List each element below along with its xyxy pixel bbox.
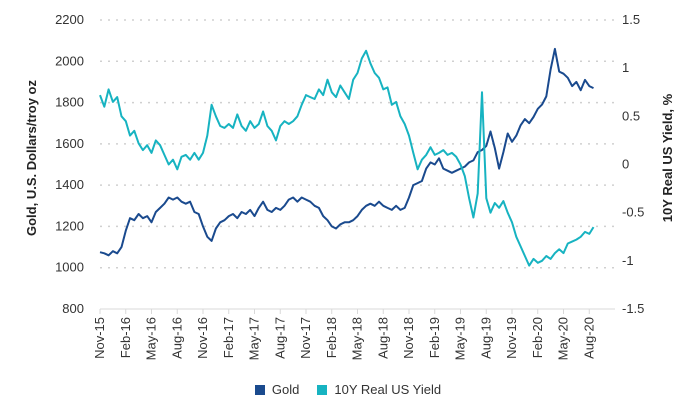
x-tick-label: May-17 [247, 317, 262, 360]
y-left-tick-label: 2000 [55, 53, 84, 68]
y-right-tick-label: 0.5 [622, 108, 640, 123]
y-right-tick-label: 1.5 [622, 12, 640, 27]
yield-series-line [99, 49, 595, 267]
x-tick-label: Aug-19 [478, 317, 493, 359]
x-axis-ticks: Nov-15 Feb-16 May-16 Aug-16 Nov-16 Feb-17 May-… [92, 309, 596, 360]
y-left-tick-label: 1800 [55, 95, 84, 110]
y-left-tick-label: 800 [62, 301, 84, 316]
x-tick-label: Nov-15 [92, 317, 107, 359]
gridlines [100, 19, 615, 269]
y-right-tick-label: -0.5 [622, 205, 644, 220]
legend: Gold 10Y Real US Yield [0, 382, 696, 397]
x-tick-label: Aug-20 [581, 317, 596, 359]
y-axis-right-title: 10Y Real US Yield, % [660, 93, 675, 222]
legend-label-gold: Gold [271, 382, 300, 397]
y-right-tick-label: 0 [622, 157, 629, 172]
legend-label-yield: 10Y Real US Yield [334, 382, 442, 397]
x-tick-label: Nov-19 [504, 317, 519, 359]
y-right-tick-label: 1 [622, 60, 629, 75]
x-tick-label: May-20 [556, 317, 571, 360]
y-left-tick-label: 1400 [55, 177, 84, 192]
legend-swatch-yield [317, 384, 328, 395]
x-tick-label: Feb-20 [530, 317, 545, 358]
y-axis-left-ticks: 800 1000 1200 1400 1600 1800 2000 2200 [55, 12, 84, 316]
x-tick-label: Aug-17 [272, 317, 287, 359]
x-tick-label: Nov-18 [401, 317, 416, 359]
y-axis-right-ticks: -1.5 -1 -0.5 0 0.5 1 1.5 [622, 12, 644, 316]
x-tick-label: Feb-16 [118, 317, 133, 358]
legend-item-gold: Gold [254, 382, 300, 397]
x-tick-label: May-18 [350, 317, 365, 360]
legend-item-yield: 10Y Real US Yield [317, 382, 441, 397]
y-left-tick-label: 2200 [55, 12, 84, 27]
x-tick-label: May-16 [144, 317, 159, 360]
y-right-tick-label: -1 [622, 253, 634, 268]
y-right-tick-label: -1.5 [622, 301, 644, 316]
x-tick-label: Feb-17 [221, 317, 236, 358]
series-layer [99, 47, 595, 267]
x-tick-label: Nov-16 [195, 317, 210, 359]
x-tick-label: Aug-18 [375, 317, 390, 359]
y-axis-left-title: Gold, U.S. Dollars/troy oz [24, 79, 39, 236]
x-tick-label: Nov-17 [298, 317, 313, 359]
y-left-tick-label: 1600 [55, 136, 84, 151]
y-left-tick-label: 1200 [55, 218, 84, 233]
x-tick-label: May-19 [453, 317, 468, 360]
x-tick-label: Feb-18 [324, 317, 339, 358]
dual-axis-line-chart: 800 1000 1200 1400 1600 1800 2000 2200 -1.5 -1 -0… [24, 12, 675, 360]
x-tick-label: Feb-19 [427, 317, 442, 358]
y-left-tick-label: 1000 [55, 260, 84, 275]
legend-swatch-gold [254, 384, 265, 395]
gold-series-line [99, 47, 594, 257]
x-tick-label: Aug-16 [169, 317, 184, 359]
